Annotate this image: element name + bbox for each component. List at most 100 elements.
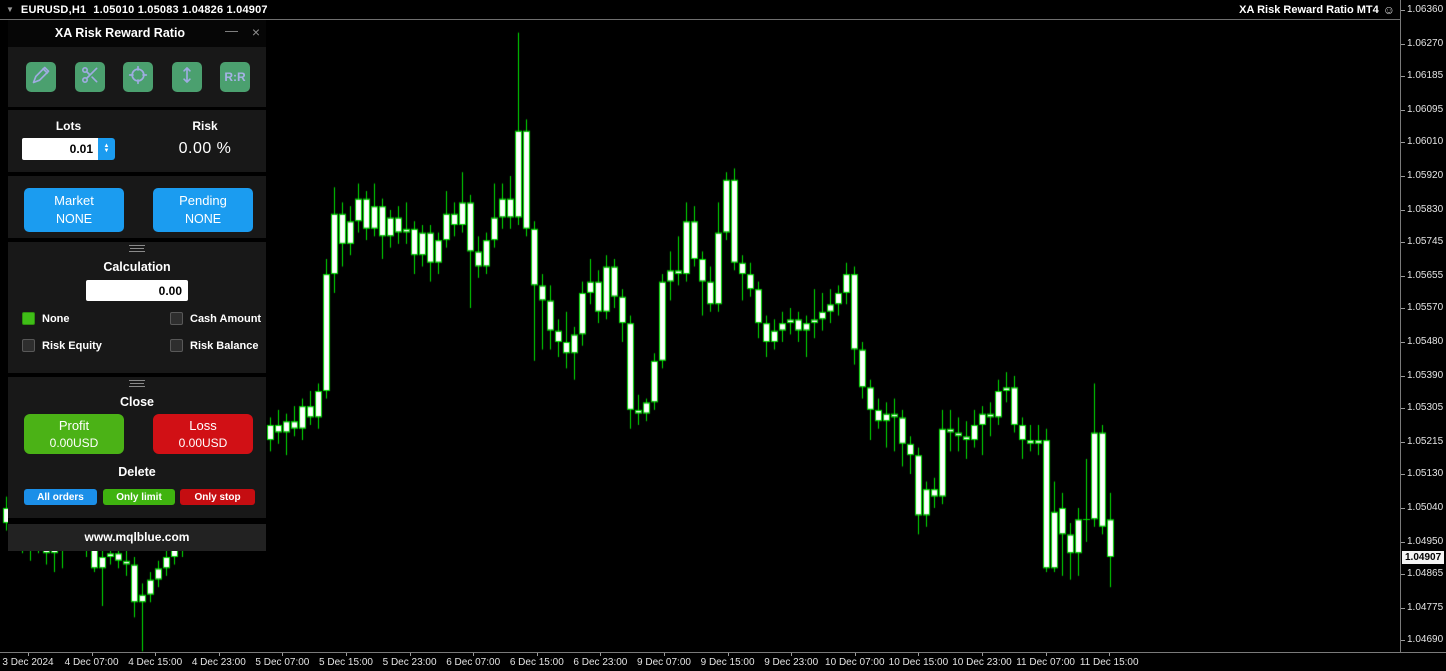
- panel-title: XA Risk Reward Ratio: [54, 26, 186, 40]
- time-axis-label: 4 Dec 23:00: [191, 657, 246, 668]
- delete-only-stop-button[interactable]: Only stop: [180, 489, 255, 505]
- time-axis-label: 10 Dec 23:00: [952, 657, 1012, 668]
- draw-trade-button[interactable]: [26, 62, 56, 92]
- loss-button-label: Loss: [189, 417, 217, 433]
- time-axis-tick: [409, 653, 411, 656]
- time-axis-label: 6 Dec 15:00: [509, 657, 564, 668]
- checkbox-none-label: None: [42, 312, 70, 325]
- lots-input[interactable]: [22, 138, 98, 160]
- expert-smiley-icon[interactable]: ☺: [1382, 2, 1395, 17]
- price-axis-tick: [1401, 341, 1405, 343]
- risk-value: 0.00 %: [178, 140, 232, 157]
- price-axis-label: 1.06270: [1407, 37, 1444, 49]
- target-price-button[interactable]: [123, 62, 153, 92]
- pending-button-state: NONE: [184, 212, 222, 227]
- price-axis[interactable]: 1.06360 1.06270 1.06185 1.06095 1.06010 1.059…: [1400, 0, 1446, 652]
- close-title: Close: [119, 395, 155, 409]
- price-axis-tick: [1401, 441, 1405, 443]
- price-axis-tick: [1401, 209, 1405, 211]
- price-axis-tick: [1401, 607, 1405, 609]
- checkbox-risk-equity-label: Risk Equity: [42, 339, 102, 352]
- move-levels-button[interactable]: [172, 62, 202, 92]
- vendor-link[interactable]: www.mqlblue.com: [84, 530, 190, 544]
- crosshair-icon: [128, 65, 148, 90]
- time-axis-tick: [982, 653, 983, 656]
- price-axis-tick: [1401, 640, 1405, 641]
- risk-reward-button[interactable]: R:R: [220, 62, 250, 92]
- checkbox-risk-equity[interactable]: [22, 339, 35, 352]
- pencil-icon: [31, 65, 51, 90]
- panel-title-bar: XA Risk Reward Ratio — ×: [8, 20, 266, 47]
- time-axis-tick: [346, 653, 347, 656]
- time-axis-tick: [918, 653, 920, 656]
- price-axis-label: 1.05390: [1407, 369, 1444, 381]
- price-axis-tick: [1401, 175, 1405, 177]
- time-axis[interactable]: 3 Dec 2024 4 Dec 07:00 4 Dec 15:00 4 Dec 23…: [0, 652, 1446, 671]
- scissors-icon: [80, 65, 100, 90]
- time-axis-label: 5 Dec 07:00: [255, 657, 310, 668]
- time-axis-label: 11 Dec 15:00: [1079, 657, 1139, 668]
- close-delete-section: Close Profit 0.00USD Loss 0.00USD Delete…: [8, 377, 266, 518]
- checkbox-risk-balance-label: Risk Balance: [190, 339, 259, 352]
- price-axis-label: 1.04775: [1407, 601, 1444, 613]
- time-axis-label: 9 Dec 07:00: [637, 657, 691, 668]
- time-axis-tick: [218, 653, 220, 656]
- stepper-down-icon[interactable]: ▼: [103, 148, 110, 154]
- price-axis-label: 1.05215: [1407, 435, 1444, 447]
- panel-minimize-button[interactable]: —: [225, 23, 238, 38]
- price-axis-tick: [1401, 142, 1405, 144]
- price-axis-tick: [1401, 275, 1405, 277]
- calculation-section: Calculation None Cash Amount Risk Equity…: [8, 242, 266, 373]
- time-axis-tick: [727, 653, 729, 656]
- symbol-period-label: EURUSD,H1: [20, 3, 87, 16]
- collapse-handle-icon[interactable]: [129, 380, 145, 389]
- time-axis-tick: [1109, 653, 1111, 656]
- price-axis-label: 1.05570: [1407, 302, 1444, 314]
- time-axis-label: 9 Dec 15:00: [700, 657, 755, 668]
- price-axis-label: 1.05040: [1407, 501, 1444, 513]
- stepper-up-icon[interactable]: ▲: [103, 143, 110, 149]
- time-axis-label: 5 Dec 23:00: [382, 657, 437, 668]
- price-axis-tick: [1401, 573, 1405, 575]
- profit-button-label: Profit: [58, 417, 90, 433]
- checkbox-cash-amount-label: Cash Amount: [190, 312, 262, 325]
- lots-label: Lots: [55, 119, 82, 133]
- price-axis-label: 1.06185: [1407, 70, 1444, 82]
- panel-footer: www.mqlblue.com: [8, 524, 266, 551]
- checkbox-cash-amount[interactable]: [170, 312, 183, 325]
- price-axis-label: 1.05745: [1407, 236, 1444, 247]
- price-axis-tick: [1401, 375, 1405, 377]
- time-axis-label: 5 Dec 15:00: [319, 657, 373, 668]
- symbol-dropdown-icon[interactable]: ▼: [6, 4, 14, 14]
- cut-lines-button[interactable]: [75, 62, 105, 92]
- close-loss-button[interactable]: Loss 0.00USD: [153, 414, 253, 454]
- time-axis-tick: [91, 653, 93, 656]
- panel-toolbar: R:R: [8, 47, 266, 107]
- time-axis-tick: [28, 653, 29, 656]
- time-axis-label: 3 Dec 2024: [2, 657, 54, 668]
- market-button-state: NONE: [55, 212, 93, 227]
- calculation-input[interactable]: [86, 280, 188, 301]
- market-orders-button[interactable]: Market NONE: [24, 188, 124, 232]
- collapse-handle-icon[interactable]: [129, 245, 145, 254]
- delete-only-limit-button[interactable]: Only limit: [103, 489, 175, 505]
- ohlc-values: 1.05010 1.05083 1.04826 1.04907: [93, 3, 268, 16]
- profit-button-value: 0.00USD: [49, 435, 99, 450]
- price-axis-tick: [1401, 507, 1405, 509]
- lots-stepper[interactable]: ▲ ▼: [98, 138, 115, 160]
- price-axis-tick: [1401, 541, 1405, 543]
- price-axis-tick: [1401, 242, 1405, 243]
- time-axis-tick: [600, 653, 602, 656]
- pending-orders-button[interactable]: Pending NONE: [153, 188, 253, 232]
- time-axis-tick: [1045, 653, 1047, 656]
- close-profit-button[interactable]: Profit 0.00USD: [24, 414, 124, 454]
- checkbox-risk-balance[interactable]: [170, 339, 183, 352]
- delete-all-orders-button[interactable]: All orders: [24, 489, 97, 505]
- checkbox-none[interactable]: [22, 312, 35, 325]
- calculation-title: Calculation: [103, 260, 171, 274]
- panel-close-button[interactable]: ×: [251, 24, 260, 40]
- price-axis-tick: [1401, 10, 1405, 11]
- time-axis-label: 10 Dec 07:00: [825, 657, 885, 668]
- time-axis-tick: [282, 653, 284, 656]
- time-axis-tick: [854, 653, 856, 656]
